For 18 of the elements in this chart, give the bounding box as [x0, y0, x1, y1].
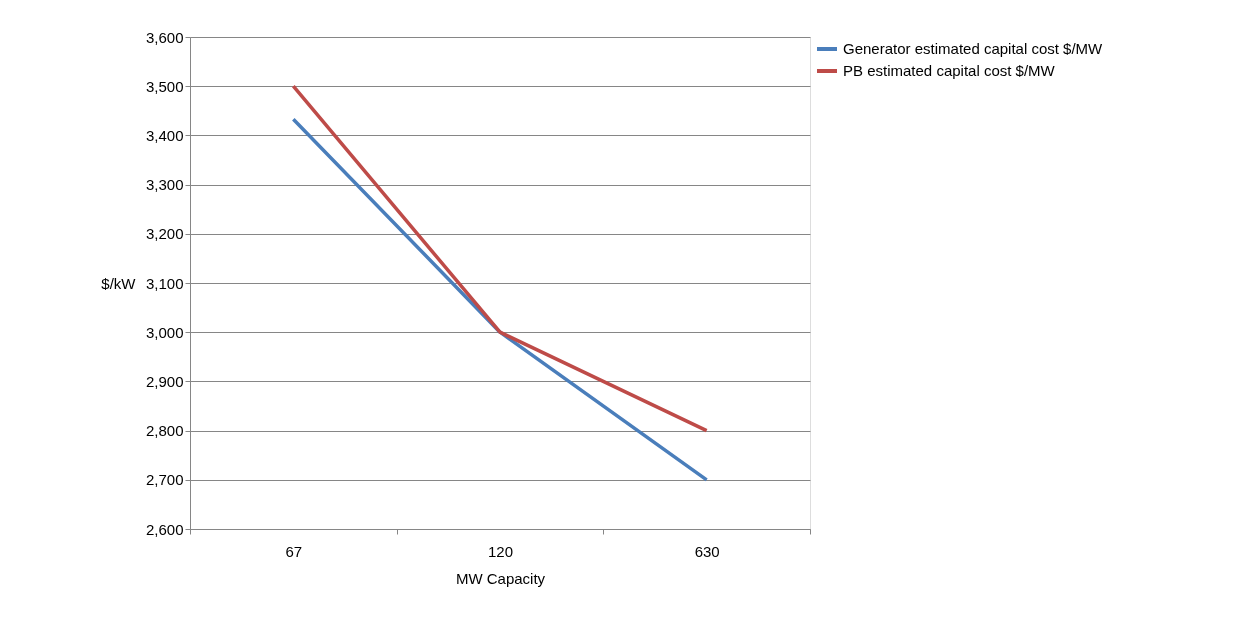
y-tick-label: 2,600 [145, 520, 184, 538]
x-tick-label: 120 [487, 542, 514, 560]
y-axis-title: $/kW [101, 274, 137, 292]
y-tick-label: 3,600 [145, 28, 184, 46]
legend-label: PB estimated capital cost $/MW [843, 62, 1056, 79]
y-tick-label: 2,900 [145, 372, 184, 390]
y-tick-label: 3,000 [145, 323, 184, 341]
x-tick-label: 67 [285, 542, 303, 560]
y-tick-label: 3,200 [145, 225, 184, 243]
y-tick-label: 2,700 [145, 471, 184, 489]
y-tick-label: 3,400 [145, 126, 184, 144]
y-tick-label: 3,300 [145, 176, 184, 194]
legend-label: Generator estimated capital cost $/MW [843, 40, 1104, 57]
y-tick-label: 3,100 [145, 274, 184, 292]
x-axis-title: MW Capacity [455, 569, 546, 587]
y-tick-label: 3,500 [145, 77, 184, 95]
y-tick-label: 2,800 [145, 422, 184, 440]
x-tick-label: 630 [694, 542, 720, 560]
